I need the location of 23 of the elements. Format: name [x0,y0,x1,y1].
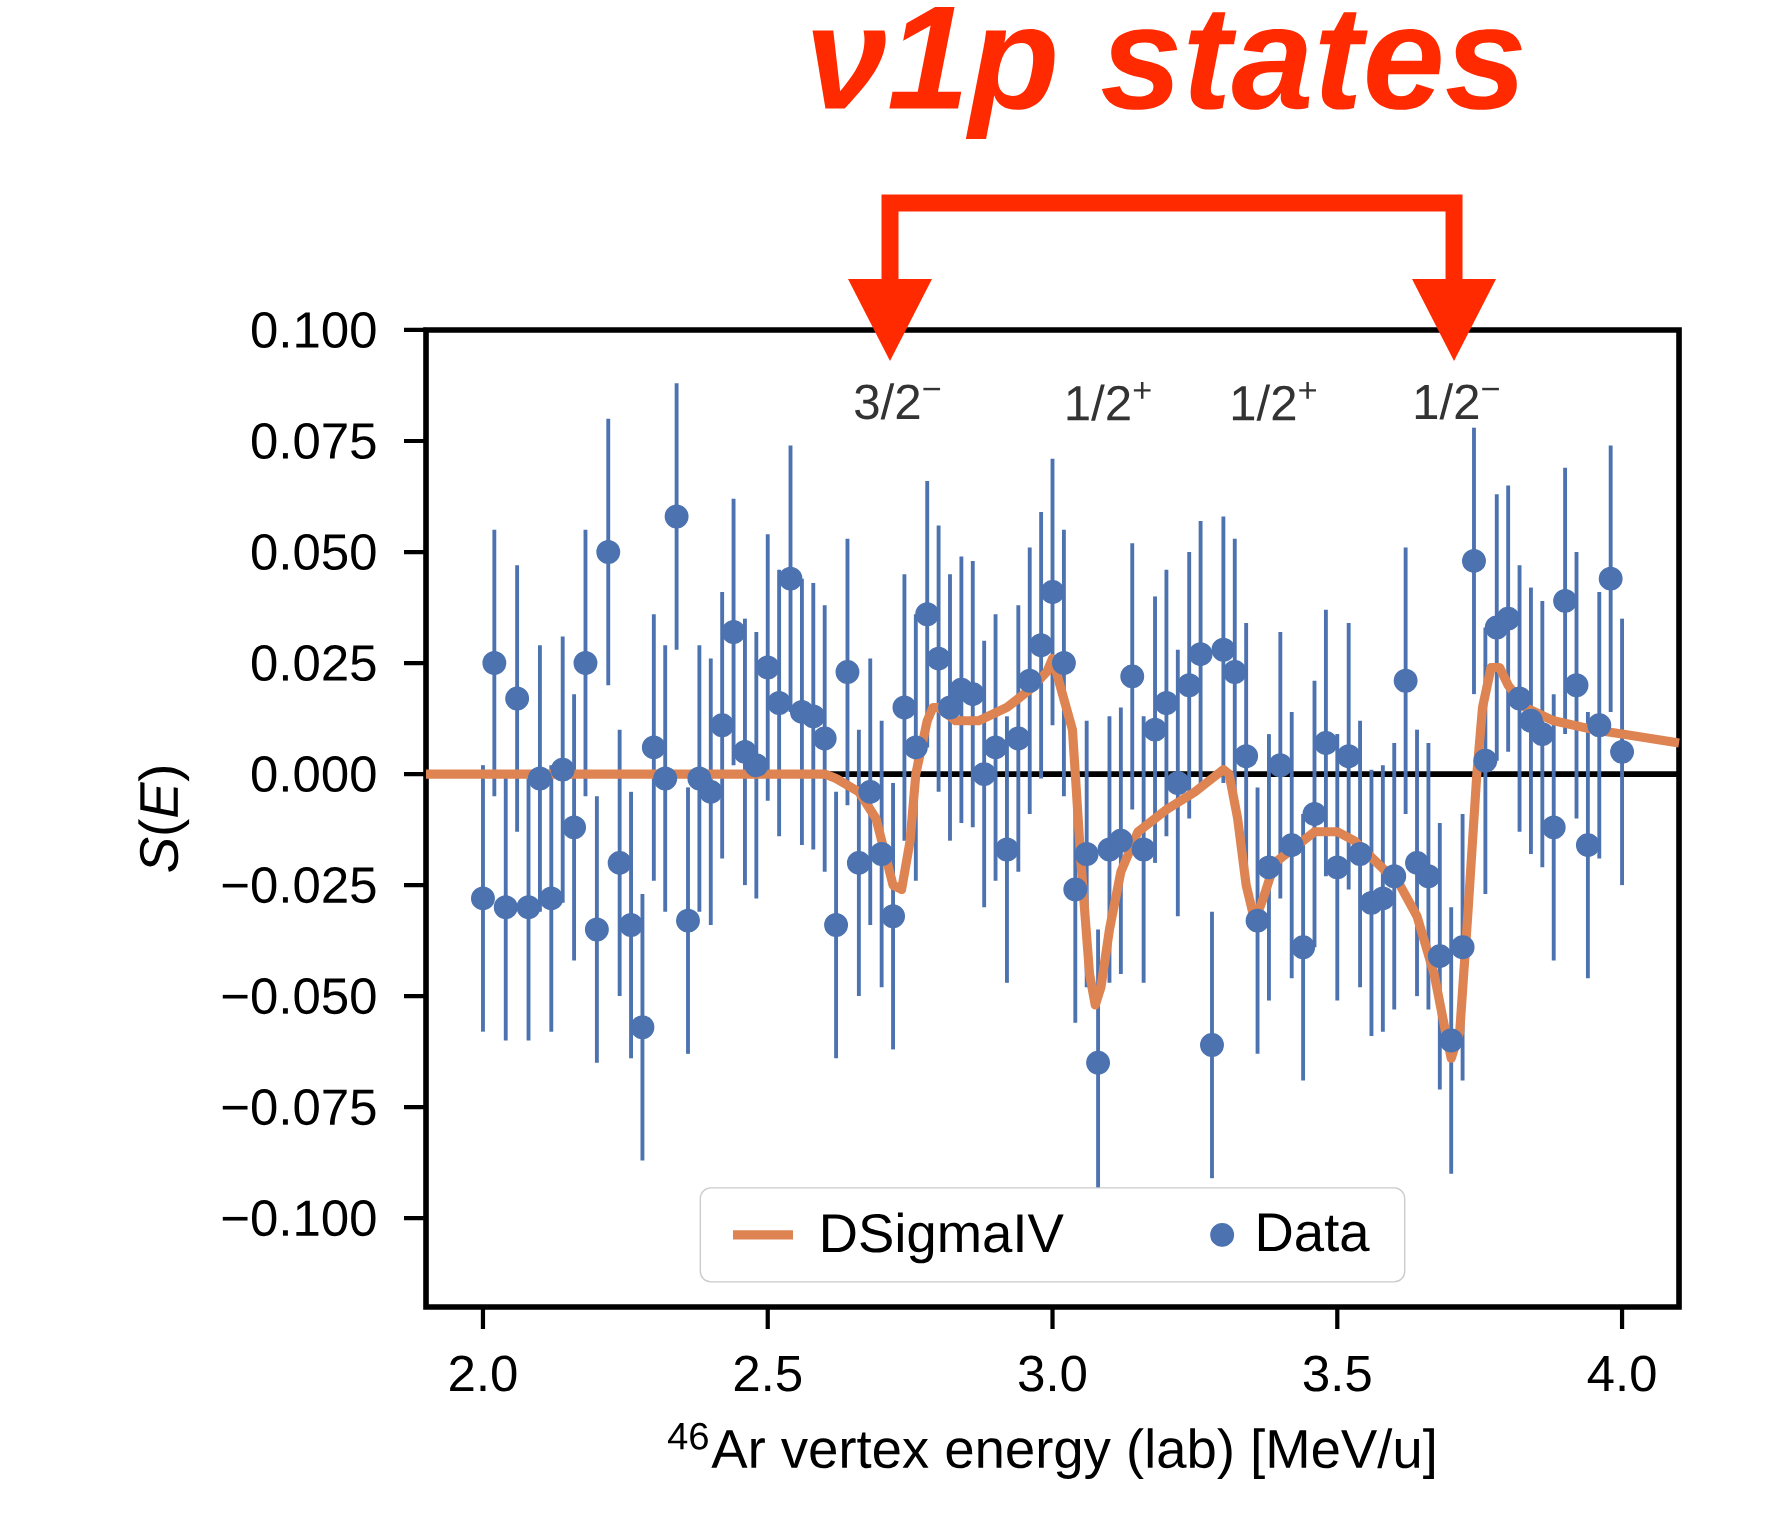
x-tick-label: 2.0 [450,1355,517,1392]
y-tick-label: 0.000 [251,756,376,793]
y-tick-label: 0.100 [251,311,376,349]
chart-title: ν1p states [812,6,1522,140]
x-axis-title: $^{46}$Ar vertex energy (lab) [MeV/u] [667,1422,1434,1479]
y-tick-label: −0.100 [222,1200,376,1237]
y-tick-label: 0.075 [251,422,376,460]
legend-label: Data [1258,1213,1370,1252]
y-tick-label: 0.050 [251,533,376,571]
annotation: 1/2$^{+}$ [1232,381,1316,421]
y-axis-title: S(E) [138,767,190,872]
y-tick-label: −0.025 [222,867,376,904]
y-tick-label: 0.025 [251,644,376,682]
y-tick-label: −0.075 [222,1089,376,1126]
annotation: 1/2$^{−}$ [1415,383,1499,420]
x-tick-label: 2.5 [734,1355,802,1392]
x-tick-label: 4.0 [1587,1355,1656,1392]
x-tick-label: 3.5 [1303,1355,1371,1392]
annotation: 3/2$^{−}$ [855,383,941,420]
legend-label: DSigmaIV [823,1212,1064,1264]
y-tick-label: −0.050 [222,978,376,1015]
x-tick-label: 3.0 [1019,1355,1086,1392]
annotation: 1/2$^{+}$ [1067,381,1151,421]
